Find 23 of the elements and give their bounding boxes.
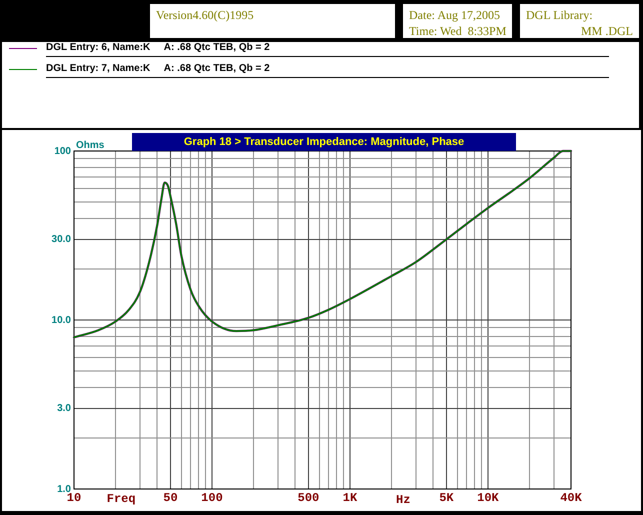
y-axis-title: Ohms [76,140,105,151]
x-tick-label: 10K [477,491,500,506]
y-tick-label: 30.0 [52,234,72,246]
x-tick-label: 10 [66,491,82,506]
text: Date: Aug 17,2005 [409,7,501,23]
text: Time: Wed 8:33PM [409,23,506,39]
x-tick-label: 5K [439,491,454,506]
legend-label: DGL Entry: 6, Name:K A: .68 Qtc TEB, Qb = 2 [46,42,270,53]
x-tick-label: 500 [298,491,320,506]
x-tick-label: 40K [560,491,583,506]
chart-title: Graph 18 > Transducer Impedance: Magnitude, Phase [184,136,464,148]
x-axis-title: Freq [106,492,136,506]
y-tick-label: 10.0 [52,314,72,326]
y-tick-label: 100 [54,146,72,157]
text: MM .DGL [580,23,633,39]
x-tick-label: 1K [342,491,358,506]
text: Hz [396,493,410,507]
legend-label: DGL Entry: 7, Name:K A: .68 Qtc TEB, Qb = 2 [46,63,270,74]
text: DGL Library: [526,7,594,23]
x-tick-label: 50 [163,491,178,506]
text: Version4.60(C)1995 [156,7,255,23]
y-tick-label: 3.0 [57,403,72,414]
x-tick-label: 100 [201,491,223,506]
